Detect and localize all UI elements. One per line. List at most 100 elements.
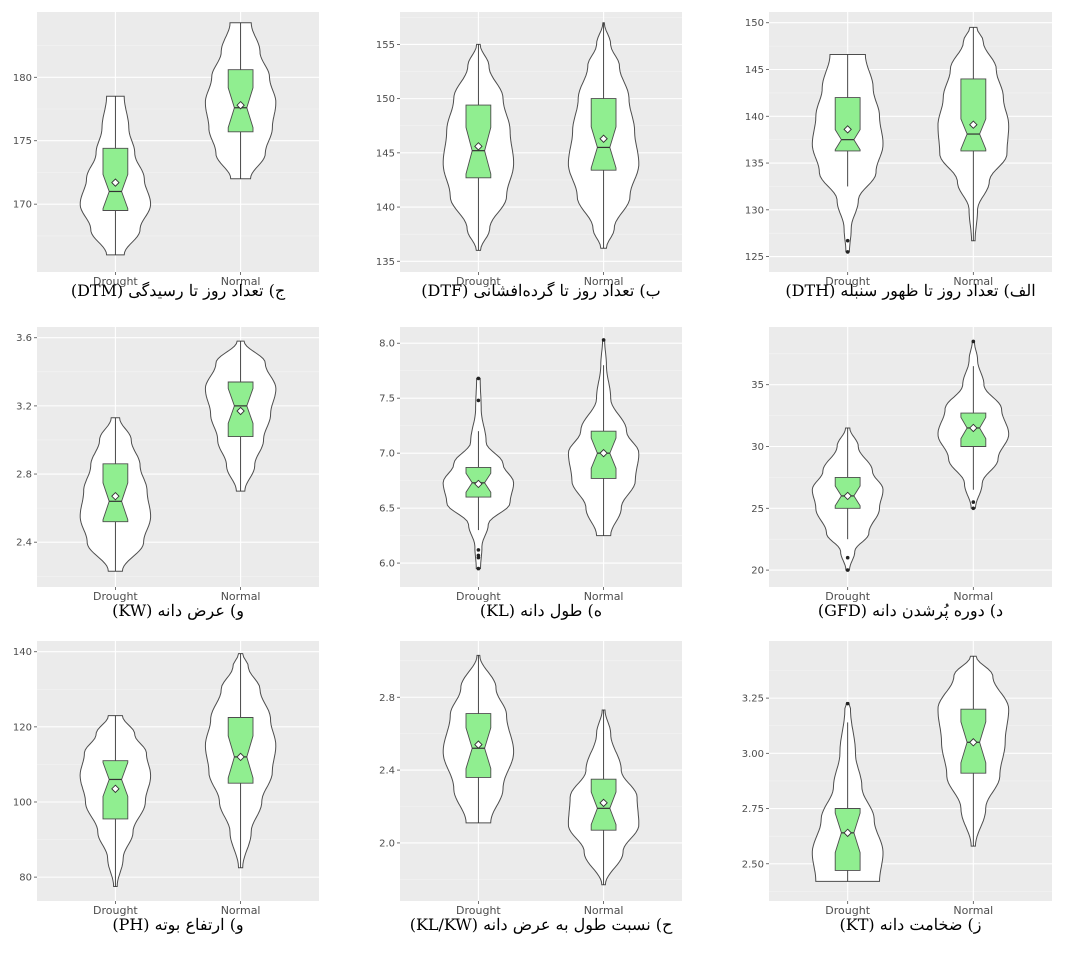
x-category-label: Normal — [953, 275, 993, 288]
panel-caption: و) عرض دانه (KW) — [112, 601, 244, 620]
y-tick-label: 140 — [745, 112, 764, 123]
y-tick-label: 140 — [13, 647, 32, 658]
mean-marker — [111, 784, 120, 794]
panel-caption: ح) نسبت طول به عرض دانه (KL/KW) — [410, 915, 673, 934]
y-tick-label: 6.5 — [379, 504, 395, 515]
notched-box — [465, 104, 492, 179]
mean-marker — [236, 100, 245, 110]
x-category-label: Drought — [93, 275, 138, 288]
notched-box — [834, 97, 861, 152]
notched-box — [960, 78, 987, 152]
x-category-label: Normal — [221, 590, 261, 603]
x-category-label: Normal — [584, 590, 624, 603]
y-tick-label: 180 — [13, 73, 32, 84]
outlier-point — [845, 250, 850, 254]
outlier-point — [845, 701, 850, 706]
x-category-label: Normal — [221, 275, 261, 288]
x-category-label: Normal — [221, 904, 261, 917]
x-category-label: Drought — [825, 590, 870, 603]
mean-marker — [599, 134, 608, 143]
mean-marker — [599, 798, 608, 808]
y-tick-label: 7.5 — [379, 394, 395, 405]
violin-normal — [567, 22, 640, 249]
y-tick-label: 135 — [745, 159, 764, 170]
violin-normal — [937, 655, 1010, 847]
y-tick-label: 35 — [751, 380, 764, 391]
x-category-label: Drought — [825, 904, 870, 917]
y-tick-label: 8.0 — [379, 339, 395, 350]
panel-caption: ب) تعداد روز تا گرده‌افشانی (DTF) — [421, 281, 660, 300]
mean-marker — [236, 752, 245, 762]
mean-marker — [111, 491, 120, 501]
mean-marker — [843, 125, 852, 134]
outlier-point — [476, 553, 481, 558]
notched-box — [227, 717, 254, 784]
mean-marker — [969, 120, 978, 129]
y-tick-label: 80 — [19, 873, 32, 884]
mean-marker — [843, 491, 852, 501]
mean-marker — [599, 448, 608, 458]
violin-drought — [811, 54, 884, 254]
mean-marker — [474, 479, 483, 489]
violin-drought — [442, 43, 515, 251]
outlier-point — [845, 238, 850, 243]
outlier-point — [476, 566, 481, 571]
mean-marker — [474, 740, 483, 749]
panel-caption: ه) طول دانه (KL) — [480, 601, 602, 620]
panel-background — [769, 641, 1052, 901]
y-tick-label: 3.00 — [742, 749, 764, 760]
y-tick-label: 150 — [376, 94, 395, 105]
violin-drought — [442, 376, 515, 571]
violin-drought — [79, 715, 152, 887]
y-tick-label: 25 — [751, 504, 764, 515]
mean-marker — [236, 406, 245, 416]
panel-background — [37, 641, 319, 901]
outlier-point — [476, 376, 481, 381]
outlier-point — [971, 339, 976, 344]
y-tick-label: 3.2 — [16, 401, 32, 412]
y-tick-label: 140 — [376, 203, 395, 214]
y-tick-label: 150 — [745, 18, 764, 29]
panel-background — [400, 327, 682, 587]
y-tick-label: 155 — [376, 40, 395, 51]
x-category-label: Drought — [825, 275, 870, 288]
y-tick-label: 30 — [751, 442, 764, 453]
y-tick-label: 130 — [745, 205, 764, 216]
y-tick-label: 3.25 — [742, 694, 764, 705]
panel-background — [37, 327, 319, 587]
outlier-point — [476, 398, 481, 403]
violin-normal — [937, 26, 1010, 242]
notched-box — [834, 808, 861, 871]
violin-normal — [937, 339, 1010, 511]
panel-caption: و) ارتفاع بوته (PH) — [112, 915, 243, 934]
x-category-label: Normal — [584, 275, 624, 288]
violin-drought — [811, 427, 884, 572]
y-tick-label: 135 — [376, 257, 395, 268]
x-category-label: Drought — [456, 590, 501, 603]
y-tick-label: 120 — [13, 722, 32, 733]
y-tick-label: 2.4 — [16, 538, 32, 549]
violin-drought — [79, 95, 152, 256]
violin-normal — [204, 653, 277, 869]
y-tick-label: 2.8 — [16, 470, 32, 481]
y-tick-label: 20 — [751, 566, 764, 577]
mean-marker — [969, 738, 978, 747]
x-category-label: Normal — [953, 904, 993, 917]
panel-background — [37, 12, 319, 272]
outlier-point — [601, 338, 606, 342]
panel-caption: د) دوره پُرشدن دانه (GFD) — [818, 601, 1003, 620]
mean-marker — [843, 828, 852, 838]
x-category-label: Drought — [456, 904, 501, 917]
violin-drought — [811, 701, 884, 882]
outlier-point — [476, 548, 481, 552]
panel-background — [400, 12, 682, 272]
y-tick-label: 3.6 — [16, 333, 32, 344]
y-tick-label: 145 — [376, 148, 395, 159]
